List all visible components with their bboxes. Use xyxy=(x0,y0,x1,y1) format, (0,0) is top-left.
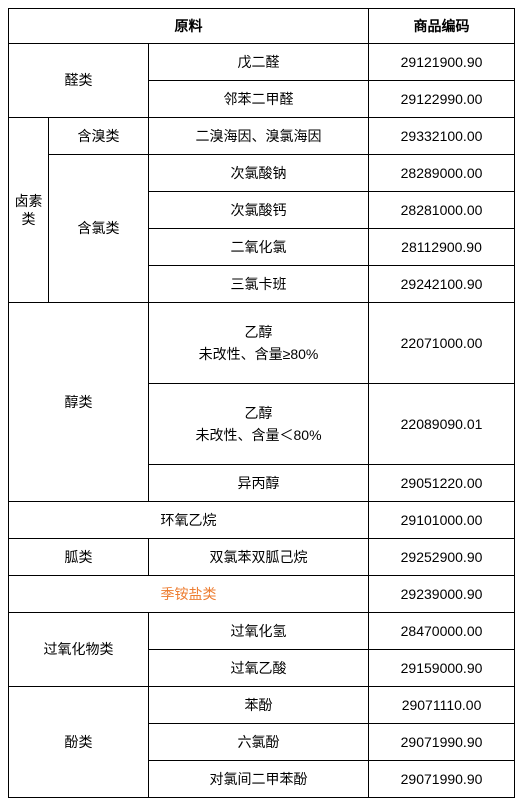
table-row: 含氯类 次氯酸钠 28289000.00 xyxy=(9,155,515,192)
group-aldehyde: 醛类 xyxy=(9,44,149,118)
cell-name: 异丙醇 xyxy=(149,465,369,502)
cell-name: 三氯卡班 xyxy=(149,266,369,303)
table-row: 酚类 苯酚 29071110.00 xyxy=(9,687,515,724)
table-row: 胍类 双氯苯双胍己烷 29252900.90 xyxy=(9,539,515,576)
cell-code: 29332100.00 xyxy=(369,118,515,155)
cell-name: 邻苯二甲醛 xyxy=(149,81,369,118)
cell-name: 环氧乙烷 xyxy=(9,502,369,539)
group-alcohol: 醇类 xyxy=(9,303,149,502)
cell-name: 二氧化氯 xyxy=(149,229,369,266)
cell-code: 29239000.90 xyxy=(369,576,515,613)
table-row: 醛类 戊二醛 29121900.90 xyxy=(9,44,515,81)
group-guanidine: 胍类 xyxy=(9,539,149,576)
cell-code: 29252900.90 xyxy=(369,539,515,576)
cell-name: 二溴海因、溴氯海因 xyxy=(149,118,369,155)
table-row: 环氧乙烷 29101000.00 xyxy=(9,502,515,539)
group-halogen: 卤素类 xyxy=(9,118,49,303)
cell-name: 过氧乙酸 xyxy=(149,650,369,687)
cell-code: 29121900.90 xyxy=(369,44,515,81)
group-phenol: 酚类 xyxy=(9,687,149,798)
cell-code: 29159000.90 xyxy=(369,650,515,687)
table-row: 季铵盐类 29239000.90 xyxy=(9,576,515,613)
cell-code: 28281000.00 xyxy=(369,192,515,229)
cell-code: 29101000.00 xyxy=(369,502,515,539)
cell-name: 戊二醛 xyxy=(149,44,369,81)
cell-name: 双氯苯双胍己烷 xyxy=(149,539,369,576)
cell-name: 过氧化氢 xyxy=(149,613,369,650)
cell-name: 乙醇未改性、含量≥80% xyxy=(149,303,369,384)
group-peroxide: 过氧化物类 xyxy=(9,613,149,687)
cell-name: 对氯间二甲苯酚 xyxy=(149,761,369,798)
cell-code: 29242100.90 xyxy=(369,266,515,303)
cell-code: 28112900.90 xyxy=(369,229,515,266)
cell-code: 29071990.90 xyxy=(369,761,515,798)
cell-name: 六氯酚 xyxy=(149,724,369,761)
table-row: 醇类 乙醇未改性、含量≥80% 22071000.00 xyxy=(9,303,515,384)
cell-name: 次氯酸钙 xyxy=(149,192,369,229)
cell-name: 次氯酸钠 xyxy=(149,155,369,192)
cell-name: 苯酚 xyxy=(149,687,369,724)
cell-name: 乙醇未改性、含量＜80% xyxy=(149,384,369,465)
col-header-code: 商品编码 xyxy=(369,9,515,44)
material-code-table: 原料 商品编码 醛类 戊二醛 29121900.90 邻苯二甲醛 2912299… xyxy=(8,8,515,798)
cell-code: 29071990.90 xyxy=(369,724,515,761)
cell-name-highlight: 季铵盐类 xyxy=(9,576,369,613)
table-header-row: 原料 商品编码 xyxy=(9,9,515,44)
cell-code: 29071110.00 xyxy=(369,687,515,724)
cell-code: 22089090.01 xyxy=(369,384,515,465)
table-row: 过氧化物类 过氧化氢 28470000.00 xyxy=(9,613,515,650)
cell-code: 28289000.00 xyxy=(369,155,515,192)
cell-code: 22071000.00 xyxy=(369,303,515,384)
subgroup-chlorine: 含氯类 xyxy=(49,155,149,303)
cell-code: 28470000.00 xyxy=(369,613,515,650)
subgroup-bromine: 含溴类 xyxy=(49,118,149,155)
cell-code: 29122990.00 xyxy=(369,81,515,118)
col-header-material: 原料 xyxy=(9,9,369,44)
table-row: 卤素类 含溴类 二溴海因、溴氯海因 29332100.00 xyxy=(9,118,515,155)
cell-code: 29051220.00 xyxy=(369,465,515,502)
